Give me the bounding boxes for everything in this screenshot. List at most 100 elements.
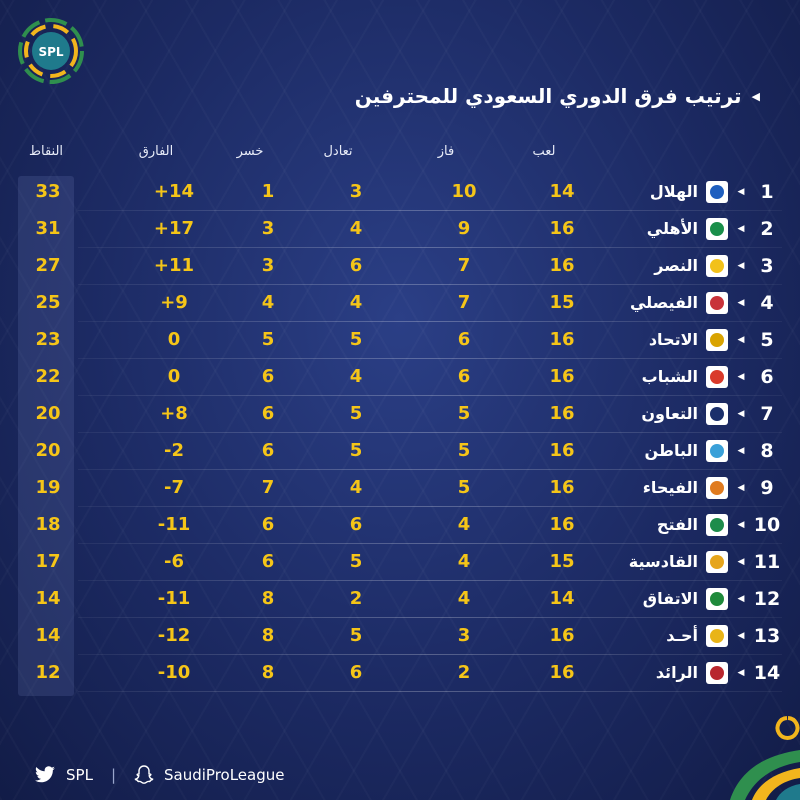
team-crest-icon	[706, 514, 728, 536]
drawn-cell: 2	[349, 588, 363, 609]
won-cell: 6	[457, 366, 471, 387]
diff-cell: -7	[164, 477, 184, 498]
played-cell: 16	[549, 514, 575, 535]
played-cell: 16	[549, 329, 575, 350]
footer: SPL | SaudiProLeague	[34, 764, 284, 786]
row-separator	[78, 654, 782, 655]
played-cell: 16	[549, 218, 575, 239]
rank-cell: 9	[760, 477, 774, 499]
rank-cell: 7	[760, 403, 774, 425]
spl-logo: SPL	[18, 18, 84, 84]
drawn-cell: 5	[349, 625, 363, 646]
points-cell: 22	[35, 366, 61, 387]
rank-cell: 13	[753, 625, 781, 647]
points-cell: 19	[35, 477, 61, 498]
rank-arrow-icon: ◀	[737, 261, 745, 271]
row-separator	[78, 358, 782, 359]
drawn-cell: 4	[349, 366, 363, 387]
played-cell: 16	[549, 440, 575, 461]
team-name: الفيحاء	[642, 478, 698, 497]
team-crest-icon	[706, 662, 728, 684]
team-crest-icon	[706, 625, 728, 647]
lost-cell: 8	[261, 662, 275, 683]
drawn-cell: 5	[349, 329, 363, 350]
twitter-handle: SPL	[66, 766, 93, 784]
diff-cell: -10	[157, 662, 191, 683]
team-crest-icon	[706, 329, 728, 351]
won-cell: 5	[457, 477, 471, 498]
table-row: 14 ◀ الرائد 16 2 6 8 -10 12	[18, 655, 782, 692]
rank-cell: 2	[760, 218, 774, 240]
lost-cell: 3	[261, 218, 275, 239]
rank-arrow-icon: ◀	[737, 298, 745, 308]
won-cell: 2	[457, 662, 471, 683]
played-cell: 16	[549, 403, 575, 424]
team-crest-icon	[706, 218, 728, 240]
drawn-cell: 6	[349, 255, 363, 276]
points-cell: 14	[35, 588, 61, 609]
drawn-cell: 5	[349, 551, 363, 572]
team-name: الباطن	[644, 441, 699, 460]
team-crest-icon	[706, 292, 728, 314]
team-name: الفيصلي	[629, 293, 698, 312]
team-name: الشباب	[641, 367, 698, 386]
rank-cell: 10	[753, 514, 781, 536]
team-name: الرائد	[655, 663, 698, 682]
header-lost: خسر	[236, 144, 264, 159]
table-row: 5 ◀ الاتحاد 16 6 5 5 0 23	[18, 322, 782, 359]
lost-cell: 8	[261, 588, 275, 609]
lost-cell: 6	[261, 403, 275, 424]
won-cell: 10	[451, 181, 477, 202]
points-cell: 33	[35, 181, 61, 202]
won-cell: 7	[457, 255, 471, 276]
diff-cell: 0	[167, 329, 181, 350]
table-row: 9 ◀ الفيحاء 16 5 4 7 -7 19	[18, 470, 782, 507]
played-cell: 16	[549, 477, 575, 498]
team-crest-icon	[706, 477, 728, 499]
points-cell: 17	[35, 551, 61, 572]
won-cell: 4	[457, 514, 471, 535]
rank-cell: 12	[753, 588, 781, 610]
lost-cell: 7	[261, 477, 275, 498]
points-cell: 27	[35, 255, 61, 276]
points-column-highlight	[18, 176, 74, 696]
won-cell: 3	[457, 625, 471, 646]
row-separator	[78, 469, 782, 470]
diff-cell: -11	[157, 514, 191, 535]
rank-arrow-icon: ◀	[737, 520, 745, 530]
team-name: الهلال	[649, 182, 698, 201]
diff-cell: +9	[160, 292, 188, 313]
table-row: 8 ◀ الباطن 16 5 5 6 -2 20	[18, 433, 782, 470]
snapchat-icon	[134, 765, 154, 784]
rank-arrow-icon: ◀	[737, 446, 745, 456]
team-name: الاتفاق	[642, 589, 698, 608]
diff-cell: +14	[153, 181, 195, 202]
decorative-swoosh-graphic	[730, 716, 800, 800]
drawn-cell: 6	[349, 514, 363, 535]
page-title-bar: ◀ ترتيب فرق الدوري السعودي للمحترفين	[355, 84, 760, 108]
team-crest-icon	[706, 366, 728, 388]
table-row: 10 ◀ الفتح 16 4 6 6 -11 18	[18, 507, 782, 544]
won-cell: 4	[457, 588, 471, 609]
table-row: 12 ◀ الاتفاق 14 4 2 8 -11 14	[18, 581, 782, 618]
played-cell: 16	[549, 366, 575, 387]
played-cell: 15	[549, 551, 575, 572]
drawn-cell: 3	[349, 181, 363, 202]
points-cell: 31	[35, 218, 61, 239]
won-cell: 4	[457, 551, 471, 572]
row-separator	[78, 284, 782, 285]
rank-arrow-icon: ◀	[737, 187, 745, 197]
header-drawn: تعادل	[323, 144, 353, 159]
team-crest-icon	[706, 181, 728, 203]
diff-cell: -6	[164, 551, 184, 572]
rank-arrow-icon: ◀	[737, 372, 745, 382]
points-cell: 14	[35, 625, 61, 646]
rank-arrow-icon: ◀	[737, 483, 745, 493]
table-row: 13 ◀ أحـد 16 3 5 8 -12 14	[18, 618, 782, 655]
diff-cell: +17	[153, 218, 195, 239]
rank-cell: 4	[760, 292, 774, 314]
points-cell: 18	[35, 514, 61, 535]
logo-text: SPL	[38, 45, 63, 59]
won-cell: 9	[457, 218, 471, 239]
lost-cell: 1	[261, 181, 275, 202]
